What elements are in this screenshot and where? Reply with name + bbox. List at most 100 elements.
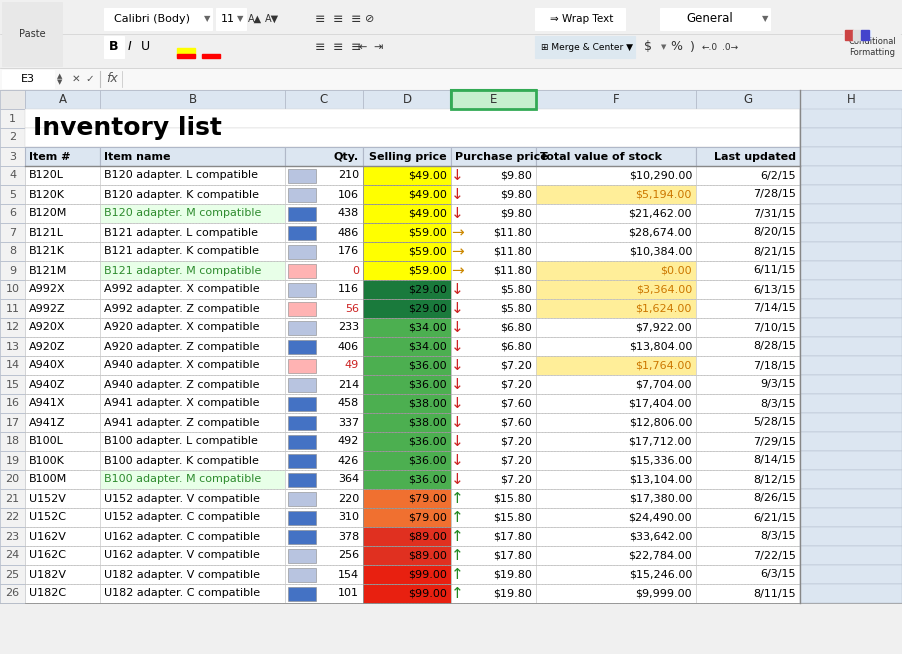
Text: 364: 364 xyxy=(338,475,359,485)
Bar xyxy=(288,264,316,278)
Bar xyxy=(363,185,451,204)
Text: 7/22/15: 7/22/15 xyxy=(753,551,796,560)
Bar xyxy=(451,299,536,318)
Bar xyxy=(696,489,800,508)
Bar xyxy=(363,489,451,508)
Text: 8/3/15: 8/3/15 xyxy=(760,398,796,409)
Bar xyxy=(0,0,902,68)
Bar xyxy=(25,413,100,432)
Text: 16: 16 xyxy=(5,398,20,409)
Bar xyxy=(696,185,800,204)
Bar xyxy=(536,261,696,280)
Text: 14: 14 xyxy=(5,360,20,371)
Bar xyxy=(285,508,363,527)
Text: $15.80: $15.80 xyxy=(493,494,532,504)
Text: 310: 310 xyxy=(338,513,359,523)
Bar xyxy=(800,166,902,185)
Text: F: F xyxy=(612,93,620,106)
Bar xyxy=(800,242,902,261)
Text: B100 adapter. M compatible: B100 adapter. M compatible xyxy=(104,475,262,485)
Text: 13: 13 xyxy=(5,341,20,351)
Bar xyxy=(25,508,100,527)
Bar xyxy=(288,511,316,525)
Text: 9: 9 xyxy=(9,266,16,275)
Text: $17,712.00: $17,712.00 xyxy=(629,436,692,447)
Bar xyxy=(363,470,451,489)
Bar xyxy=(451,565,536,584)
Bar xyxy=(25,166,100,185)
Bar xyxy=(845,30,853,40)
Bar xyxy=(536,413,696,432)
Bar xyxy=(451,584,536,603)
Text: 7/29/15: 7/29/15 xyxy=(753,436,796,447)
Bar xyxy=(285,299,363,318)
Bar xyxy=(451,185,536,204)
Text: B120 adapter. L compatible: B120 adapter. L compatible xyxy=(104,171,258,181)
Text: $34.00: $34.00 xyxy=(409,322,447,332)
Bar xyxy=(451,527,536,546)
Text: 6/2/15: 6/2/15 xyxy=(760,171,796,181)
Bar xyxy=(451,318,536,337)
Text: ↓: ↓ xyxy=(451,377,464,392)
Bar xyxy=(100,261,285,280)
Text: B120L: B120L xyxy=(29,171,64,181)
Bar xyxy=(288,226,316,240)
Text: ↓: ↓ xyxy=(451,339,464,354)
Text: 19: 19 xyxy=(5,455,20,466)
Bar xyxy=(100,166,285,185)
Text: $36.00: $36.00 xyxy=(409,475,447,485)
Bar xyxy=(285,280,363,299)
Text: B121M: B121M xyxy=(29,266,68,275)
Bar xyxy=(845,30,871,40)
Bar xyxy=(0,356,25,375)
Text: U182C: U182C xyxy=(29,589,66,598)
Bar xyxy=(535,8,625,30)
Text: 154: 154 xyxy=(338,570,359,579)
Bar xyxy=(0,413,25,432)
Bar xyxy=(100,508,285,527)
Bar xyxy=(202,54,220,58)
Text: $3,364.00: $3,364.00 xyxy=(636,284,692,294)
Text: $10,290.00: $10,290.00 xyxy=(629,171,692,181)
Bar xyxy=(177,54,195,58)
Bar xyxy=(25,546,100,565)
Text: ↓: ↓ xyxy=(451,434,464,449)
Text: B121L: B121L xyxy=(29,228,64,237)
Text: U182 adapter. C compatible: U182 adapter. C compatible xyxy=(104,589,260,598)
Text: U162 adapter. C compatible: U162 adapter. C compatible xyxy=(104,532,260,542)
Bar xyxy=(800,223,902,242)
Bar xyxy=(216,8,246,30)
Text: Item #: Item # xyxy=(29,152,70,162)
Bar xyxy=(285,166,363,185)
Text: 6/11/15: 6/11/15 xyxy=(753,266,796,275)
Text: Selling price: Selling price xyxy=(370,152,447,162)
Text: A940X: A940X xyxy=(29,360,66,371)
Bar xyxy=(100,413,285,432)
Text: 17: 17 xyxy=(5,417,20,428)
Text: Qty.: Qty. xyxy=(334,152,359,162)
Text: $7,922.00: $7,922.00 xyxy=(635,322,692,332)
Text: ⇥: ⇥ xyxy=(373,42,382,52)
Bar xyxy=(536,546,696,565)
Text: $15,336.00: $15,336.00 xyxy=(629,455,692,466)
Text: $7.20: $7.20 xyxy=(500,379,532,390)
Bar xyxy=(100,223,285,242)
Bar xyxy=(800,109,902,128)
Bar xyxy=(696,242,800,261)
Bar xyxy=(25,299,100,318)
Bar xyxy=(536,90,696,109)
Text: $7.20: $7.20 xyxy=(500,475,532,485)
Bar xyxy=(536,242,696,261)
Text: A992 adapter. Z compatible: A992 adapter. Z compatible xyxy=(104,303,260,313)
Text: 337: 337 xyxy=(338,417,359,428)
Bar xyxy=(363,546,451,565)
Text: 7/28/15: 7/28/15 xyxy=(753,190,796,199)
Text: ↓: ↓ xyxy=(451,396,464,411)
Bar xyxy=(0,470,25,489)
Bar xyxy=(800,565,902,584)
Text: 6: 6 xyxy=(9,209,16,218)
Bar xyxy=(2,70,54,88)
Text: 7/31/15: 7/31/15 xyxy=(753,209,796,218)
Text: ↓: ↓ xyxy=(451,282,464,297)
Bar xyxy=(696,413,800,432)
